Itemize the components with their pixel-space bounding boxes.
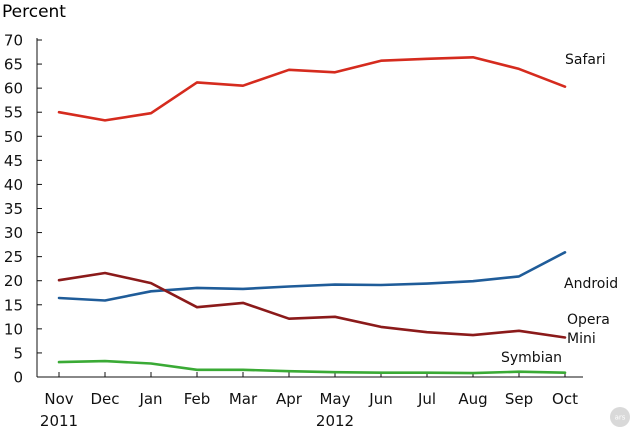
y-tick-label: 5	[13, 344, 23, 362]
axes	[36, 38, 583, 378]
series-label-opera-mini: Opera	[567, 312, 610, 328]
x-tick-label: Jan	[138, 390, 162, 408]
x-tick-label: Jun	[368, 390, 392, 408]
y-tick-label: 25	[4, 248, 23, 266]
y-tick-label: 35	[4, 200, 23, 218]
y-tick-label: 40	[4, 176, 23, 194]
series-label-opera-mini: Mini	[567, 331, 596, 347]
x-tick-label: Oct	[552, 390, 578, 408]
series-line-symbian	[57, 359, 567, 375]
x-tick-label: Feb	[184, 390, 211, 408]
series-line-safari	[57, 55, 567, 122]
ars-logo-icon: ars	[610, 407, 630, 427]
y-tick-label: 20	[4, 272, 23, 290]
series-line-opera-mini	[57, 271, 567, 339]
series-label-android: Android	[564, 276, 618, 292]
y-axis-label: Percent	[2, 2, 66, 22]
watermark-text: ars	[615, 414, 626, 422]
x-year-label: 2011	[40, 412, 78, 430]
series-label-safari: Safari	[565, 52, 606, 68]
y-tick-label: 30	[4, 224, 23, 242]
series-line-android	[57, 251, 567, 302]
series-label-symbian: Symbian	[501, 350, 562, 366]
x-tick-label: Mar	[229, 390, 258, 408]
y-tick-label: 65	[4, 56, 23, 74]
x-tick-label: Dec	[90, 390, 119, 408]
series-labels: Safari Android Opera Mini Symbian	[501, 52, 618, 366]
x-tick-label: May	[319, 390, 350, 408]
series-lines	[57, 55, 567, 375]
y-tick-label: 45	[4, 152, 23, 170]
x-tick-label: Aug	[458, 390, 487, 408]
x-axis-ticks: Nov Dec Jan Feb Mar Apr May Jun Jul Aug Sep Oct 2011…	[40, 372, 578, 430]
y-tick-label: 55	[4, 104, 23, 122]
x-tick-label: Sep	[505, 390, 533, 408]
x-tick-label: Apr	[276, 390, 303, 408]
y-tick-label: 0	[13, 369, 23, 387]
x-year-label: 2012	[316, 412, 354, 430]
x-tick-label: Jul	[417, 390, 436, 408]
y-axis-ticks: 0 5 10 15 20 25 30 35 40 45 50 55 60 65 70	[4, 32, 42, 387]
y-tick-label: 15	[4, 296, 23, 314]
x-tick-label: Nov	[44, 390, 73, 408]
y-tick-label: 70	[4, 32, 23, 50]
y-tick-label: 10	[4, 320, 23, 338]
y-tick-label: 60	[4, 80, 23, 98]
y-tick-label: 50	[4, 128, 23, 146]
